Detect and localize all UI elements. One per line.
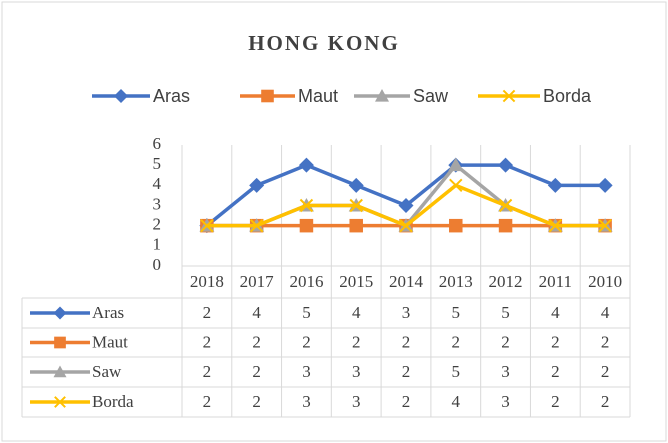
marker <box>261 89 274 103</box>
table-cell: 2 <box>501 332 510 351</box>
table-cell: 2 <box>402 362 411 381</box>
y-tick-label: 2 <box>153 215 162 234</box>
marker <box>349 198 363 213</box>
table-cell: 5 <box>302 303 311 322</box>
marker <box>449 218 463 233</box>
x-tick-label: 2016 <box>289 272 323 291</box>
marker <box>299 198 314 213</box>
marker <box>53 306 67 320</box>
y-tick-label: 3 <box>153 194 162 213</box>
table-cell: 2 <box>551 332 560 351</box>
y-tick-label: 5 <box>153 154 162 173</box>
marker <box>398 198 414 213</box>
table-cell: 2 <box>452 332 461 351</box>
table-cell: 3 <box>501 392 510 411</box>
marker <box>502 89 516 103</box>
y-tick-label: 0 <box>153 255 162 274</box>
table-cell: 2 <box>252 332 261 351</box>
legend-label: Saw <box>413 86 449 106</box>
marker <box>498 198 513 213</box>
marker <box>547 177 563 193</box>
legend-label: Maut <box>298 86 338 106</box>
table-row-label: Aras <box>92 303 124 322</box>
table-cell: 2 <box>551 362 560 381</box>
x-tick-label: 2015 <box>339 272 373 291</box>
marker <box>597 177 613 193</box>
marker <box>53 365 67 378</box>
table-cell: 3 <box>402 303 411 322</box>
table-cell: 3 <box>302 362 311 381</box>
y-tick-label: 1 <box>153 235 162 254</box>
table-cell: 5 <box>452 362 461 381</box>
table-cell: 2 <box>601 392 610 411</box>
table-cell: 3 <box>501 362 510 381</box>
table-cell: 2 <box>203 362 212 381</box>
x-tick-label: 2018 <box>190 272 224 291</box>
table-cell: 2 <box>551 392 560 411</box>
table-cell: 5 <box>452 303 461 322</box>
marker <box>399 218 413 233</box>
table-cell: 4 <box>601 303 610 322</box>
table-cell: 5 <box>501 303 510 322</box>
table-cell: 2 <box>203 303 212 322</box>
chart-title: HONG KONG <box>248 31 400 55</box>
table-cell: 2 <box>203 332 212 351</box>
legend-label: Aras <box>153 86 190 106</box>
marker <box>498 218 513 233</box>
marker <box>449 178 463 193</box>
table-cell: 3 <box>302 392 311 411</box>
x-tick-label: 2012 <box>489 272 523 291</box>
marker <box>498 157 514 173</box>
y-tick-label: 4 <box>153 174 162 193</box>
x-tick-label: 2014 <box>389 272 424 291</box>
x-tick-label: 2010 <box>588 272 622 291</box>
table-cell: 2 <box>302 332 311 351</box>
marker <box>598 218 612 233</box>
y-tick-label: 6 <box>153 134 162 153</box>
table-cell: 4 <box>352 303 361 322</box>
table-cell: 2 <box>252 392 261 411</box>
marker <box>299 218 314 233</box>
table-row-label: Saw <box>92 362 122 381</box>
marker <box>200 218 214 233</box>
x-tick-label: 2013 <box>439 272 473 291</box>
x-tick-label: 2017 <box>240 272 275 291</box>
marker <box>114 89 128 103</box>
marker <box>298 157 314 173</box>
marker <box>249 218 264 233</box>
table-cell: 4 <box>252 303 261 322</box>
marker <box>548 218 563 233</box>
legend-label: Borda <box>543 86 592 106</box>
table-cell: 2 <box>203 392 212 411</box>
marker <box>375 89 389 102</box>
marker <box>54 396 66 408</box>
marker <box>249 177 265 193</box>
table-cell: 4 <box>551 303 560 322</box>
table-cell: 4 <box>452 392 461 411</box>
table-cell: 3 <box>352 392 361 411</box>
marker <box>349 218 363 233</box>
marker <box>448 157 464 172</box>
table-cell: 3 <box>352 362 361 381</box>
table-row-label: Borda <box>92 392 134 411</box>
table-cell: 2 <box>601 332 610 351</box>
table-cell: 2 <box>402 392 411 411</box>
table-cell: 2 <box>352 332 361 351</box>
x-tick-label: 2011 <box>539 272 572 291</box>
marker <box>54 336 66 349</box>
table-cell: 2 <box>252 362 261 381</box>
table-cell: 2 <box>402 332 411 351</box>
marker <box>348 177 364 193</box>
table-cell: 2 <box>601 362 610 381</box>
table-row-label: Maut <box>92 332 128 351</box>
